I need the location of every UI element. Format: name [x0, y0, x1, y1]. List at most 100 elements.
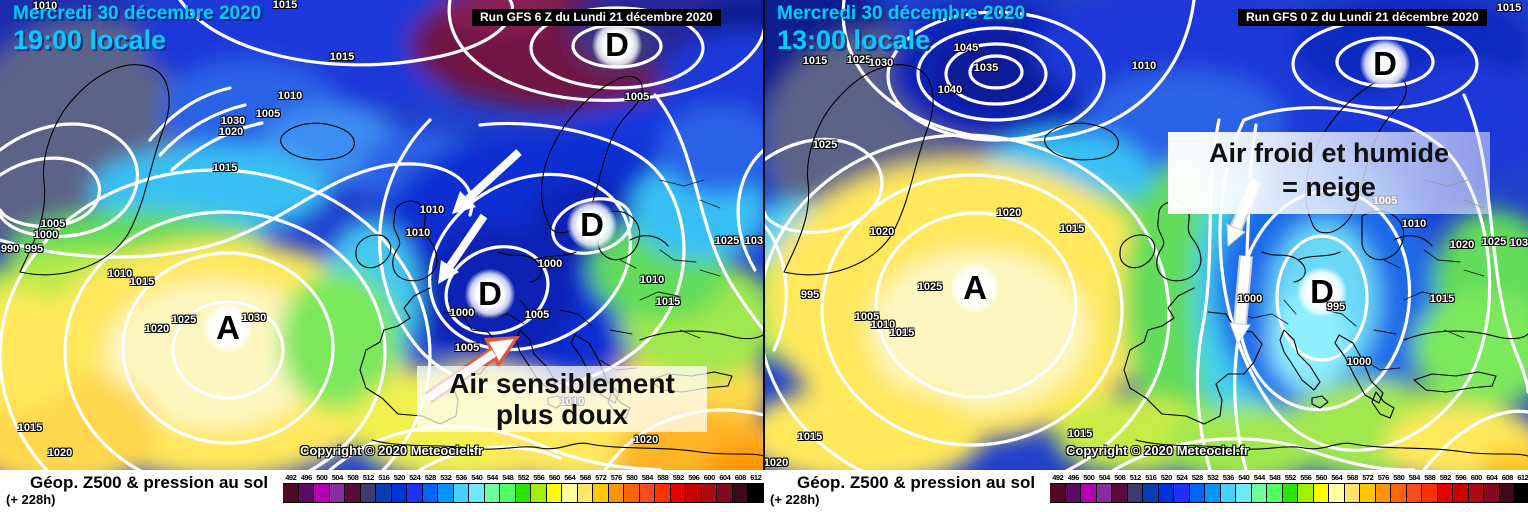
scale-cell: 528	[1189, 472, 1205, 503]
scale-swatch	[1313, 483, 1329, 503]
scale-value: 608	[1501, 473, 1514, 482]
pressure-label: 1015	[272, 0, 298, 11]
scale-value: 520	[393, 473, 406, 482]
scale-cell: 612	[1515, 472, 1528, 503]
color-scale: 492 496 500 504 508	[1050, 472, 1528, 503]
scale-value: 508	[347, 473, 359, 482]
pressure-label: 1010	[107, 268, 133, 280]
scale-swatch	[1189, 483, 1205, 503]
scale-value: 596	[1455, 473, 1467, 482]
pressure-label: 1010	[1131, 60, 1157, 72]
scale-swatch	[1298, 483, 1314, 503]
scale-value: 560	[548, 473, 561, 482]
scale-value: 576	[1377, 473, 1390, 482]
scale-value: 524	[1176, 473, 1188, 482]
scale-value: 584	[641, 473, 654, 482]
scale-value: 604	[719, 473, 731, 482]
pressure-label: 1005	[524, 309, 550, 321]
scale-cell: 592	[670, 472, 686, 503]
pressure-center-marker: D	[465, 269, 515, 319]
scale-swatch	[1329, 483, 1345, 503]
pressure-label: 1000	[449, 307, 475, 319]
scale-value: 532	[440, 473, 452, 482]
scale-swatch	[1158, 483, 1174, 503]
pressure-center-marker: D	[1360, 39, 1410, 89]
scale-swatch	[624, 483, 640, 503]
scale-swatch	[298, 483, 314, 503]
panel-date: Mercredi 30 décembre 2020 19:00 locale	[13, 4, 261, 55]
pressure-label: 1020	[47, 447, 73, 459]
pressure-label: 1015	[129, 276, 155, 288]
pressure-label: 1020	[996, 207, 1022, 219]
pressure-label: 1005	[854, 311, 880, 323]
scale-cell: 612	[748, 472, 764, 503]
pressure-label: 1030	[220, 115, 246, 127]
scale-swatch	[1236, 483, 1252, 503]
scale-swatch	[391, 483, 407, 503]
scale-cell: 524	[1174, 472, 1190, 503]
scale-value: 580	[626, 473, 638, 482]
scale-swatch	[360, 483, 376, 503]
scale-swatch	[1112, 483, 1128, 503]
pressure-center-marker: A	[950, 263, 1000, 313]
scale-value: 496	[300, 473, 313, 482]
scale-value: 500	[1083, 473, 1095, 482]
scale-cell: 604	[717, 472, 733, 503]
scale-swatch	[500, 483, 516, 503]
annotation-box: Air sensiblement plus doux	[417, 366, 707, 432]
pressure-label: 1020	[144, 323, 170, 335]
pressure-label: 1025	[714, 235, 740, 247]
scale-cell: 580	[624, 472, 640, 503]
pressure-label: 1010	[1401, 218, 1427, 230]
pressure-label: 1000	[33, 229, 59, 241]
scale-value: 504	[331, 473, 344, 482]
scale-cell: 564	[1329, 472, 1345, 503]
scale-cell: 568	[1344, 472, 1360, 503]
scale-value: 568	[1346, 473, 1359, 482]
scale-value: 496	[1067, 473, 1080, 482]
scale-value: 612	[750, 473, 762, 482]
pressure-label: 1005	[255, 108, 281, 120]
annotation-line: = neige	[1282, 172, 1376, 202]
scale-swatch	[422, 483, 438, 503]
scale-value: 512	[1129, 473, 1142, 482]
pressure-label: 1020	[764, 457, 789, 469]
scale-swatch	[1437, 483, 1453, 503]
scale-cell: 576	[1375, 472, 1391, 503]
scale-cell: 600	[1468, 472, 1484, 503]
scale-cell: 556	[531, 472, 547, 503]
scale-value: 504	[1098, 473, 1111, 482]
pressure-label: 1025	[1481, 236, 1507, 248]
color-scale: 492 496 500 504 508	[283, 472, 764, 503]
scale-cell: 552	[1282, 472, 1298, 503]
scale-value: 544	[1253, 473, 1266, 482]
pressure-label: 1015	[17, 422, 43, 434]
scale-swatch	[1205, 483, 1221, 503]
scale-swatch	[1267, 483, 1283, 503]
scale-swatch	[407, 483, 423, 503]
scale-swatch	[438, 483, 454, 503]
scale-swatch	[283, 483, 299, 503]
pressure-centers-layer: D A D	[764, 0, 1528, 470]
scale-swatch	[1391, 483, 1407, 503]
pressure-label: 1005	[454, 342, 480, 354]
scale-value: 536	[1222, 473, 1235, 482]
scale-value: 492	[285, 473, 297, 482]
pressure-label: 1025	[171, 314, 197, 326]
scale-cell: 548	[500, 472, 516, 503]
scale-swatch	[1499, 483, 1515, 503]
scale-swatch	[1468, 483, 1484, 503]
scale-swatch	[748, 483, 764, 503]
pressure-label: 1015	[1496, 2, 1522, 14]
pressure-label: 990	[0, 243, 20, 255]
scale-swatch	[1096, 483, 1112, 503]
scale-swatch	[484, 483, 500, 503]
scale-value: 492	[1052, 473, 1064, 482]
scale-value: 572	[1362, 473, 1374, 482]
pressure-label: 1010	[277, 90, 303, 102]
pressure-label: 1005	[40, 218, 66, 230]
pressure-center-marker: D	[567, 200, 617, 250]
scale-cell: 528	[422, 472, 438, 503]
